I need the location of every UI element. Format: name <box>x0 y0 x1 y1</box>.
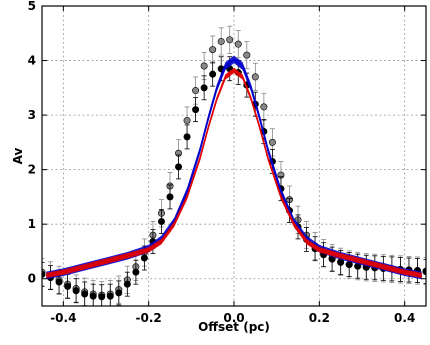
data-point <box>227 37 233 43</box>
data-point <box>201 63 207 69</box>
data-point <box>192 106 198 112</box>
y-tick-label: 0 <box>28 272 36 286</box>
data-point <box>175 164 181 170</box>
plot-area <box>39 26 429 309</box>
data-point <box>64 283 70 289</box>
data-point <box>269 139 275 145</box>
x-tick-label: 0.2 <box>309 311 330 325</box>
data-point <box>141 255 147 261</box>
data-point <box>252 74 258 80</box>
y-axis-label: Av <box>11 147 25 164</box>
x-tick-label: 0.4 <box>394 311 415 325</box>
data-point <box>192 87 198 93</box>
data-point <box>218 38 224 44</box>
data-point <box>167 194 173 200</box>
data-point <box>244 52 250 58</box>
data-point <box>133 269 139 275</box>
y-tick-label: 1 <box>28 217 36 231</box>
x-tick-label: -0.4 <box>50 311 76 325</box>
data-point <box>184 117 190 123</box>
data-point <box>201 85 207 91</box>
data-point <box>184 134 190 140</box>
data-point <box>209 71 215 77</box>
y-tick-label: 5 <box>28 0 36 13</box>
data-point <box>209 46 215 52</box>
data-layer <box>39 26 429 309</box>
data-point <box>107 293 113 299</box>
y-tick-label: 4 <box>28 54 36 68</box>
data-point <box>90 293 96 299</box>
x-tick-label: -0.2 <box>136 311 162 325</box>
data-point <box>235 41 241 47</box>
data-point <box>56 279 62 285</box>
data-point <box>261 104 267 110</box>
data-point <box>73 288 79 294</box>
y-tick-label: 3 <box>28 108 36 122</box>
data-point <box>124 281 130 287</box>
data-point <box>158 218 164 224</box>
data-point <box>99 294 105 300</box>
y-tick-label: 2 <box>28 163 36 177</box>
data-point <box>116 290 122 296</box>
x-axis-label: Offset (pc) <box>198 320 270 334</box>
data-point <box>81 291 87 297</box>
